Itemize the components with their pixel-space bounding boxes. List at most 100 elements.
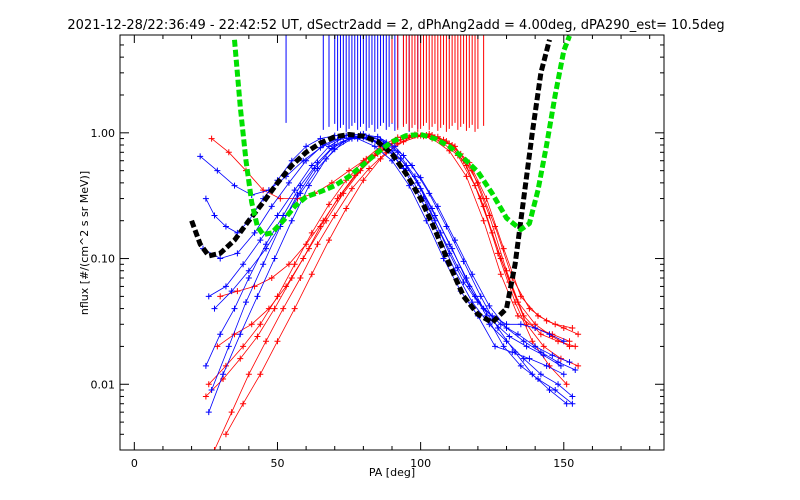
red-point: [366, 165, 373, 172]
red-point: [257, 321, 264, 328]
blue-point: [263, 245, 270, 252]
blue-point: [563, 400, 570, 407]
blue-trace-line: [211, 136, 573, 405]
red-point: [211, 447, 218, 450]
red-point: [248, 321, 255, 328]
red-point: [237, 355, 244, 362]
blue-point: [288, 217, 295, 224]
red-point: [514, 299, 521, 306]
blue-point: [291, 187, 298, 194]
red-trace-line: [214, 135, 576, 450]
blue-point: [549, 352, 556, 359]
blue-point: [240, 261, 247, 268]
blue-point: [297, 182, 304, 189]
black-fit-curve: [189, 39, 552, 325]
blue-point: [449, 245, 456, 252]
blue-point: [328, 145, 335, 152]
blue-point: [297, 190, 304, 197]
blue-point: [503, 338, 510, 345]
y-axis: 0.01 0.10 1.00: [91, 34, 664, 451]
blue-point: [409, 162, 416, 169]
blue-point: [503, 325, 510, 332]
blue-point: [317, 144, 324, 151]
blue-trace-line: [205, 134, 564, 342]
blue-point: [454, 264, 461, 271]
red-point: [540, 343, 547, 350]
red-point: [535, 312, 542, 319]
blue-trace: [202, 132, 567, 345]
y-tick-label: 0.10: [91, 253, 116, 266]
red-point: [480, 203, 487, 210]
red-point: [331, 212, 338, 219]
red-point: [463, 173, 470, 180]
x-tick-label: 0: [131, 457, 138, 470]
blue-point: [546, 387, 553, 394]
red-point: [280, 305, 287, 312]
red-point: [497, 271, 504, 278]
blue-point: [569, 393, 576, 400]
red-point: [575, 362, 582, 369]
red-point: [517, 293, 524, 300]
blue-point: [285, 179, 292, 186]
blue-point: [560, 338, 567, 345]
red-point: [268, 275, 275, 282]
blue-point: [202, 362, 209, 369]
blue-point: [234, 250, 241, 257]
blue-point: [400, 152, 407, 159]
blue-point: [271, 255, 278, 262]
blue-trace: [208, 134, 576, 407]
red-point: [303, 241, 310, 248]
red-point: [340, 190, 347, 197]
blue-point: [443, 223, 450, 230]
blue-point: [517, 321, 524, 328]
blue-point: [231, 182, 238, 189]
blue-point: [300, 157, 307, 164]
blue-point: [552, 387, 559, 394]
red-point: [254, 333, 261, 340]
blue-point: [532, 325, 539, 332]
blue-point: [260, 261, 267, 268]
red-point: [566, 343, 573, 350]
red-point: [497, 255, 504, 262]
red-point: [486, 212, 493, 219]
blue-point: [371, 143, 378, 150]
blue-point: [569, 400, 576, 407]
red-point: [575, 331, 582, 338]
blue-point: [417, 174, 424, 181]
green-fit-curve: [232, 35, 572, 238]
blue-point: [492, 343, 499, 350]
blue-point: [512, 349, 519, 356]
blue-point: [225, 343, 232, 350]
blue-point: [254, 293, 261, 300]
red-point: [308, 229, 315, 236]
red-point: [291, 305, 298, 312]
red-point: [222, 431, 229, 438]
red-point: [288, 275, 295, 282]
blue-point: [472, 293, 479, 300]
blue-point: [557, 362, 564, 369]
red-point: [308, 271, 315, 278]
red-point: [537, 331, 544, 338]
red-point: [234, 288, 241, 295]
blue-point: [520, 355, 527, 362]
blue-point: [560, 371, 567, 378]
red-point: [297, 275, 304, 282]
blue-point: [546, 331, 553, 338]
x-axis: 0 50 100 150: [131, 35, 651, 470]
blue-point: [486, 302, 493, 309]
blue-point: [431, 212, 438, 219]
red-point: [529, 338, 536, 345]
blue-point: [268, 203, 275, 210]
red-point: [263, 338, 270, 345]
blue-point: [208, 387, 215, 394]
red-point: [240, 343, 247, 350]
blue-point: [446, 241, 453, 248]
blue-point: [572, 366, 579, 373]
red-point: [245, 371, 252, 378]
blue-point: [314, 165, 321, 172]
red-point: [326, 201, 333, 208]
red-point: [202, 393, 209, 400]
blue-trace: [202, 134, 576, 400]
red-point: [205, 381, 212, 388]
chart-title: 2021-12-28/22:36:49 - 22:42:52 UT, dSect…: [67, 18, 724, 33]
